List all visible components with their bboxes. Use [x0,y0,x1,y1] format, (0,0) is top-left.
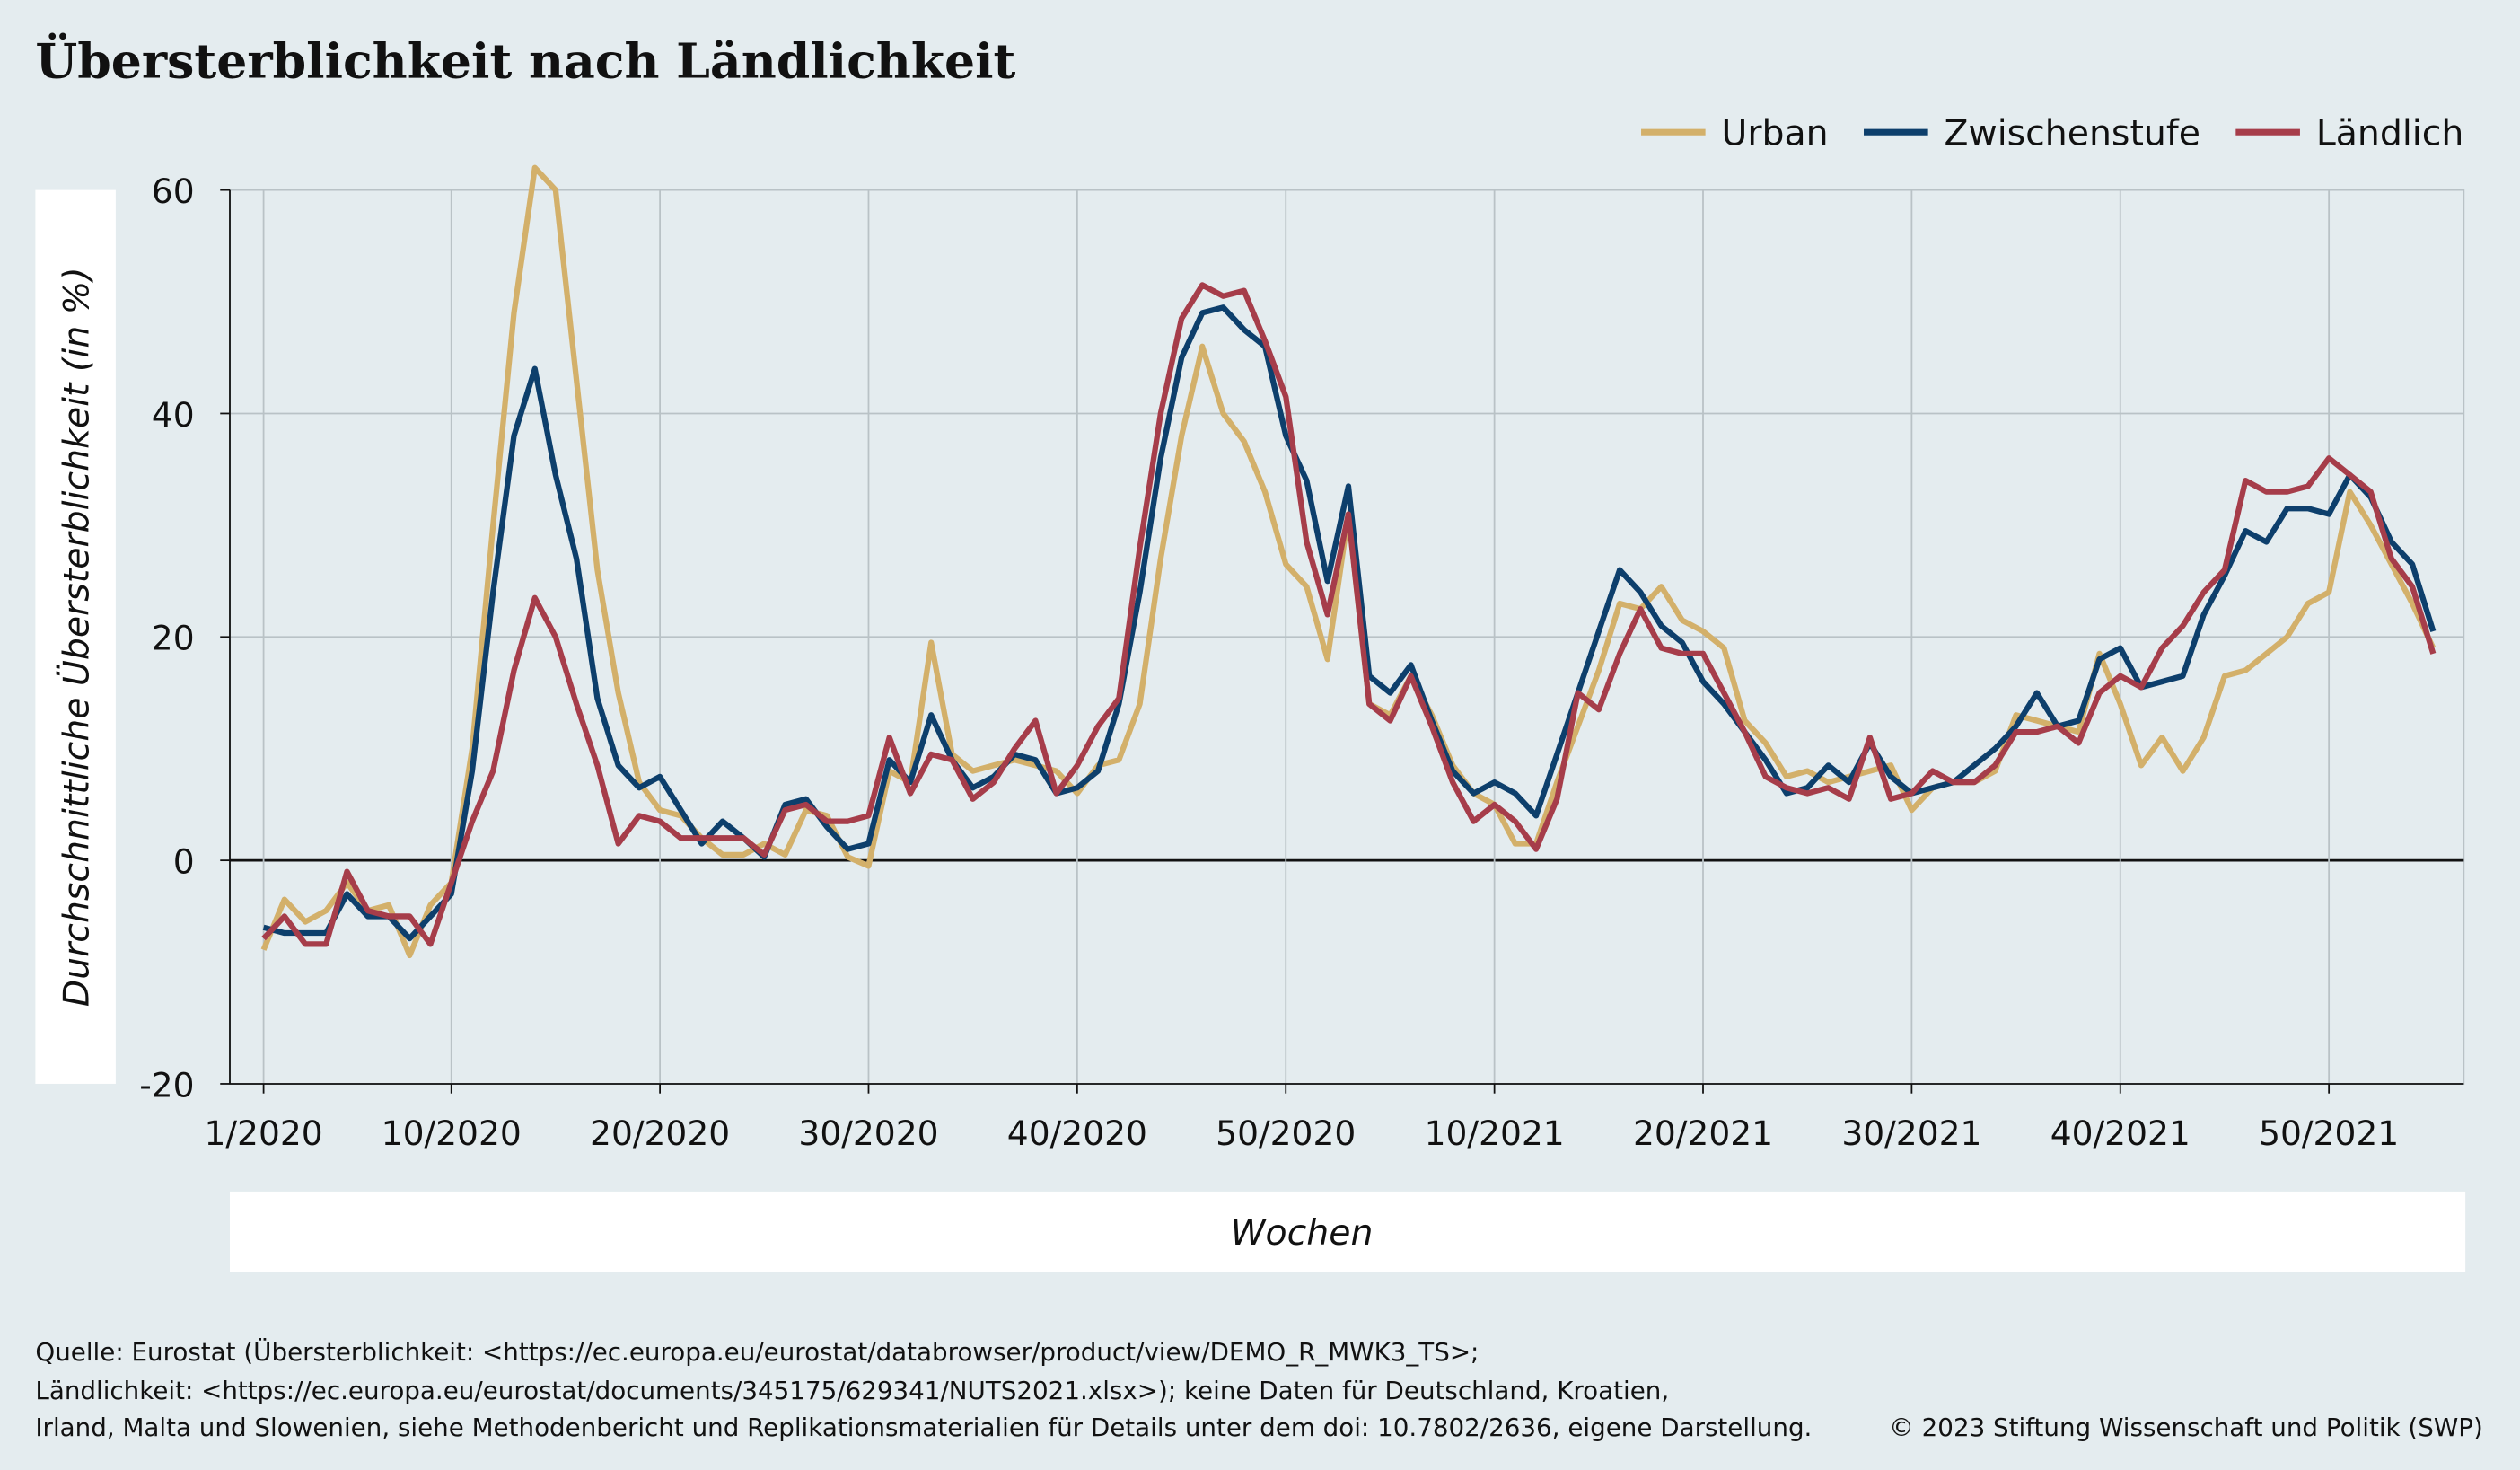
legend-label: Ländlich [2316,113,2464,154]
x-tick-label: 1/2020 [204,1114,322,1153]
y-label-box [35,189,116,1084]
y-tick-label: 0 [173,841,195,881]
chart-title: Übersterblichkeit nach Ländlichkeit [35,31,1015,89]
x-tick-label: 10/2020 [382,1114,522,1153]
x-label-box [229,1191,2466,1272]
y-axis-label: Durchschnittliche Übersterblichkeit (in … [56,267,97,1007]
legend-label: Urban [1722,113,1829,154]
x-tick-label: 50/2021 [2259,1114,2399,1153]
legend-label: Zwischenstufe [1945,113,2200,154]
x-tick-label: 20/2021 [1633,1114,1773,1153]
copyright: © 2023 Stiftung Wissenschaft und Politik… [1889,1413,2483,1442]
x-tick-label: 40/2020 [1007,1114,1147,1153]
y-tick-label: -20 [139,1065,194,1105]
y-tick-label: 20 [152,619,195,658]
series-line [262,304,2437,942]
source-line: Irland, Malta und Slowenien, siehe Metho… [35,1413,1812,1442]
y-tick-label: 40 [152,395,195,435]
x-tick-label: 20/2020 [590,1114,730,1153]
x-tick-label: 40/2021 [2050,1114,2191,1153]
series-line [261,282,2437,947]
x-axis-label: Wochen [1231,1212,1374,1254]
source-line: Ländlichkeit: <https://ec.europa.eu/euro… [35,1376,1669,1405]
x-tick-label: 50/2020 [1216,1114,1356,1153]
y-tick-label: 60 [152,172,195,211]
x-tick-label: 30/2021 [1841,1114,1981,1153]
source-line: Quelle: Eurostat (Übersterblichkeit: <ht… [35,1336,1479,1367]
x-tick-label: 10/2021 [1425,1114,1565,1153]
x-tick-label: 30/2020 [798,1114,938,1153]
